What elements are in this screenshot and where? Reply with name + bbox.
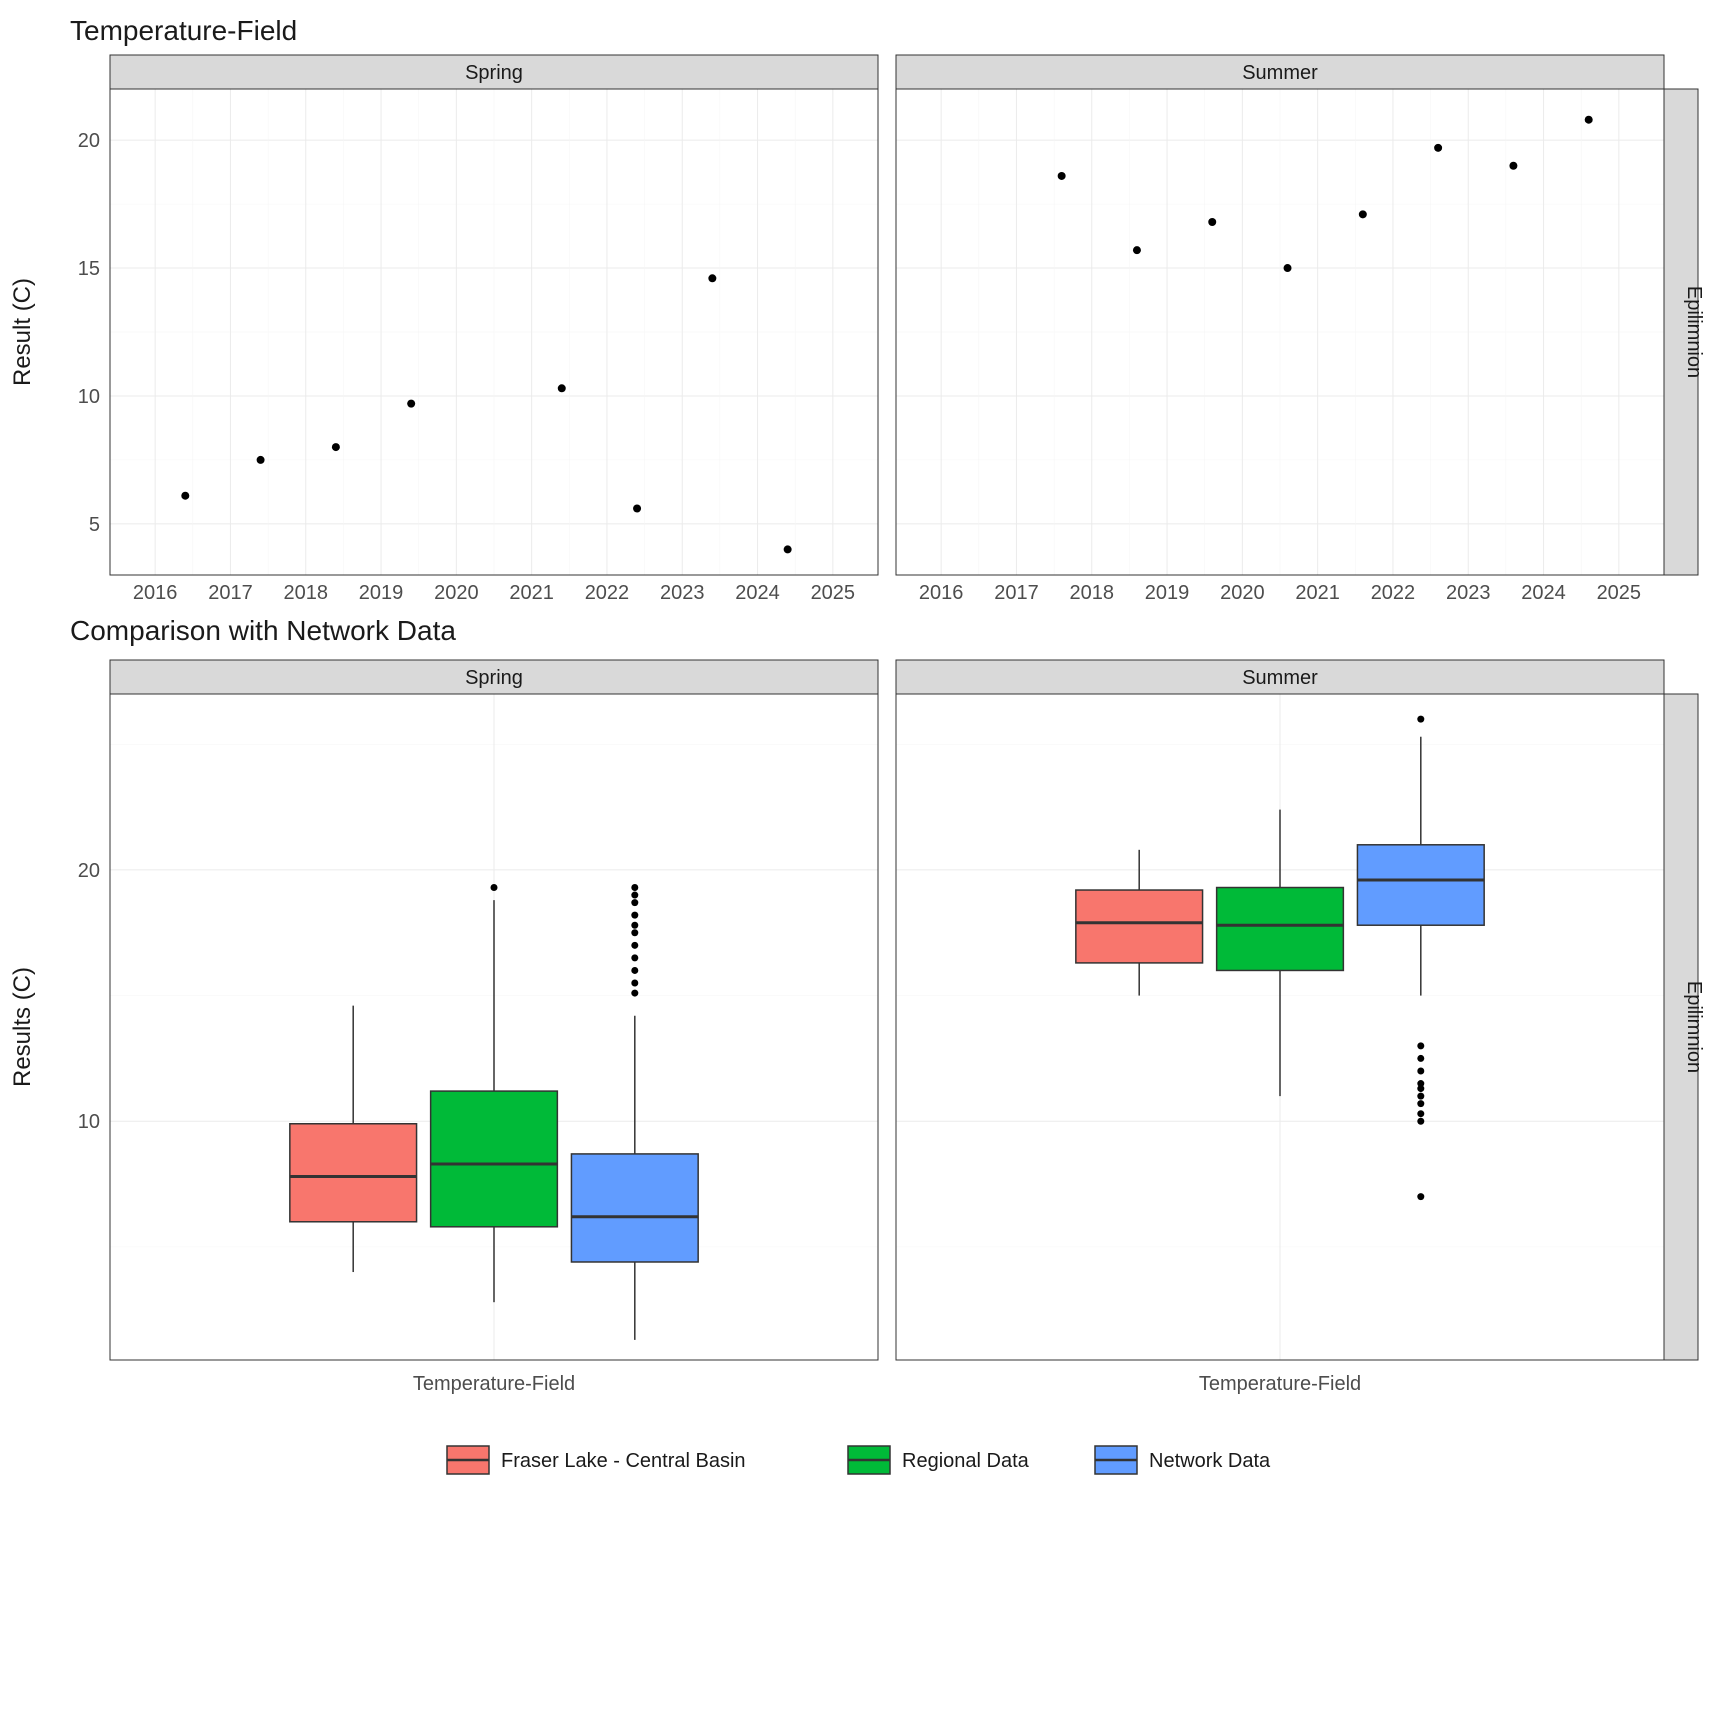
scatter-point	[1359, 210, 1367, 218]
top-x-tick-label: 2022	[585, 582, 630, 604]
top-y-axis-title: Result (C)	[9, 278, 36, 386]
scatter-point	[181, 492, 189, 500]
bottom-strip-label: Summer	[1242, 667, 1318, 689]
boxplot-outlier	[631, 922, 638, 929]
top-x-tick-label: 2023	[660, 582, 705, 604]
boxplot-box	[431, 1091, 558, 1227]
scatter-point	[1208, 218, 1216, 226]
boxplot-outlier	[1417, 1100, 1424, 1107]
bottom-x-category-label: Temperature-Field	[1199, 1373, 1361, 1395]
boxplot-outlier	[631, 967, 638, 974]
boxplot-box	[1076, 890, 1203, 963]
boxplot-outlier	[1417, 1055, 1424, 1062]
boxplot-outlier	[1417, 1042, 1424, 1049]
boxplot-box	[1217, 888, 1344, 971]
bottom-strip-label: Spring	[465, 667, 523, 689]
top-x-tick-label: 2019	[1145, 582, 1190, 604]
legend-label: Regional Data	[902, 1450, 1030, 1472]
boxplot-outlier	[1417, 1110, 1424, 1117]
boxplot-outlier	[631, 942, 638, 949]
scatter-point	[332, 443, 340, 451]
top-x-tick-label: 2020	[1220, 582, 1265, 604]
boxplot-outlier	[1417, 1085, 1424, 1092]
bottom-right-strip-label: Epilimnion	[1683, 981, 1705, 1073]
scatter-point	[784, 545, 792, 553]
top-strip-label: Spring	[465, 62, 523, 84]
boxplot-outlier	[1417, 1118, 1424, 1125]
top-x-tick-label: 2023	[1446, 582, 1491, 604]
top-x-tick-label: 2018	[284, 582, 329, 604]
boxplot-outlier	[631, 929, 638, 936]
boxplot-outlier	[1417, 1193, 1424, 1200]
top-y-tick-label: 10	[78, 386, 100, 408]
scatter-point	[1058, 172, 1066, 180]
scatter-point	[1284, 264, 1292, 272]
bottom-chart-title: Comparison with Network Data	[70, 615, 456, 646]
boxplot-box	[571, 1154, 698, 1262]
top-x-tick-label: 2024	[1521, 582, 1566, 604]
legend: Fraser Lake - Central Basin Regional Data…	[447, 1446, 1271, 1474]
top-x-tick-label: 2019	[359, 582, 404, 604]
top-facet: Spring 2016 2017 2018 2019 2020 2021 2022 2023 20…	[110, 55, 878, 604]
boxplot-outlier	[491, 884, 498, 891]
scatter-point	[1133, 246, 1141, 254]
bottom-facet: Summer Temperature-Field	[896, 660, 1664, 1395]
top-chart-title: Temperature-Field	[70, 15, 297, 46]
scatter-point	[1585, 116, 1593, 124]
legend-label: Network Data	[1149, 1450, 1271, 1472]
top-x-tick-label: 2017	[208, 582, 253, 604]
boxplot-outlier	[631, 980, 638, 987]
top-x-tick-label: 2024	[735, 582, 780, 604]
scatter-point	[407, 400, 415, 408]
figure-svg: Temperature-Field Result (C) 5 10 15 20 Spring…	[0, 0, 1728, 1728]
top-y-tick-label: 20	[78, 130, 100, 152]
boxplot-outlier	[631, 884, 638, 891]
boxplot-outlier	[1417, 1093, 1424, 1100]
top-y-tick-label: 5	[89, 514, 100, 536]
bottom-facet: Spring Temperature-Field	[110, 660, 878, 1395]
top-x-tick-label: 2021	[1295, 582, 1340, 604]
bottom-y-tick-label: 10	[78, 1111, 100, 1133]
bottom-y-axis-title: Results (C)	[9, 967, 36, 1087]
scatter-point	[1434, 144, 1442, 152]
scatter-point	[257, 456, 265, 464]
boxplot-outlier	[631, 912, 638, 919]
boxplot-outlier	[1417, 716, 1424, 723]
boxplot-outlier	[631, 954, 638, 961]
boxplot-box	[1357, 845, 1484, 925]
bottom-x-category-label: Temperature-Field	[413, 1373, 575, 1395]
scatter-point	[1509, 162, 1517, 170]
top-facet: Summer 2016 2017 2018 2019 2020 2021 2022 2023 20…	[896, 55, 1664, 604]
scatter-point	[633, 504, 641, 512]
boxplot-box	[290, 1124, 417, 1222]
top-x-tick-label: 2018	[1070, 582, 1115, 604]
boxplot-outlier	[631, 899, 638, 906]
boxplot-outlier	[631, 990, 638, 997]
top-x-tick-label: 2020	[434, 582, 479, 604]
top-x-tick-label: 2022	[1371, 582, 1416, 604]
scatter-point	[558, 384, 566, 392]
top-x-tick-label: 2021	[509, 582, 554, 604]
boxplot-outlier	[1417, 1067, 1424, 1074]
top-y-tick-label: 15	[78, 258, 100, 280]
top-right-strip-label: Epilimnion	[1683, 286, 1705, 378]
scatter-point	[708, 274, 716, 282]
top-strip-label: Summer	[1242, 62, 1318, 84]
top-x-tick-label: 2025	[1597, 582, 1642, 604]
top-x-tick-label: 2017	[994, 582, 1039, 604]
boxplot-outlier	[631, 892, 638, 899]
legend-label: Fraser Lake - Central Basin	[501, 1450, 746, 1472]
top-x-tick-label: 2016	[133, 582, 178, 604]
top-x-tick-label: 2025	[811, 582, 856, 604]
top-x-tick-label: 2016	[919, 582, 964, 604]
bottom-y-tick-label: 20	[78, 860, 100, 882]
